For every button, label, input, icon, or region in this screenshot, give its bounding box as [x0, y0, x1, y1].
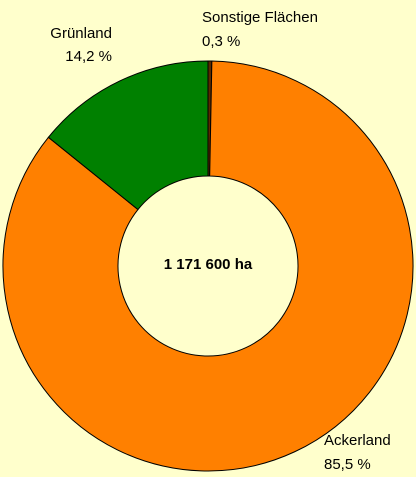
slice-value-label: 85,5 %: [324, 456, 371, 473]
slice-label: Ackerland: [324, 432, 391, 449]
slice-label: Sonstige Flächen: [202, 9, 318, 26]
slice-value-label: 0,3 %: [202, 33, 240, 50]
slice-value-label: 14,2 %: [65, 48, 112, 65]
donut-slice: [47, 60, 209, 211]
slice-label: Grünland: [50, 25, 112, 42]
center-label: 1 171 600 ha: [164, 256, 253, 273]
donut-slice: [2, 60, 414, 472]
